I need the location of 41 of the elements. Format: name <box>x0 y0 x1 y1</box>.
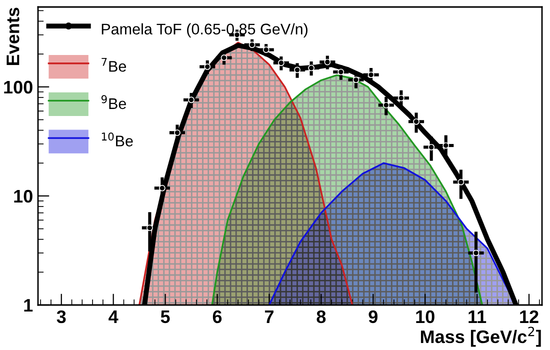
x-tick-label: 9 <box>368 310 378 324</box>
point <box>472 250 480 256</box>
point <box>458 178 464 186</box>
x-tick-label: 11 <box>468 310 486 323</box>
point <box>146 224 153 232</box>
x-tick-label: 3 <box>56 310 66 324</box>
legend-label: $^{10}$Be <box>102 132 133 146</box>
x-axis-title: Mass [GeV/c$^{2}$] <box>420 326 541 347</box>
point <box>262 46 270 53</box>
y-axis-title: Events <box>6 8 20 65</box>
point <box>188 96 194 104</box>
point <box>294 66 300 74</box>
point <box>382 102 390 108</box>
x-tick-label: 10 <box>416 310 434 324</box>
legend-label: $^{9}$Be <box>101 95 126 110</box>
y-tick-label: 100 <box>4 80 32 94</box>
y-tick-label: 1 <box>24 299 33 312</box>
point <box>442 142 450 149</box>
point <box>324 58 331 66</box>
point <box>428 144 435 150</box>
x-tick-label: 12 <box>520 310 538 323</box>
point <box>174 130 180 136</box>
x-tick-label: 7 <box>264 310 274 323</box>
legend-label: Pamela ToF (0.65-0.85 GeV/n) <box>102 23 308 38</box>
point <box>248 42 256 48</box>
x-tick-label: 8 <box>316 310 326 324</box>
point <box>368 72 374 78</box>
point <box>278 60 284 66</box>
point <box>204 64 211 70</box>
legend-label: $^{7}$Be <box>102 58 126 72</box>
point <box>220 54 228 61</box>
point <box>413 118 420 125</box>
y-tick-label: 10 <box>14 190 32 203</box>
x-tick-label: 5 <box>160 310 170 324</box>
x-tick-label: 6 <box>212 310 222 324</box>
point <box>338 68 344 76</box>
point <box>352 76 360 84</box>
point <box>398 94 404 102</box>
point <box>308 64 314 72</box>
point <box>158 184 166 192</box>
x-tick-label: 4 <box>108 310 118 323</box>
